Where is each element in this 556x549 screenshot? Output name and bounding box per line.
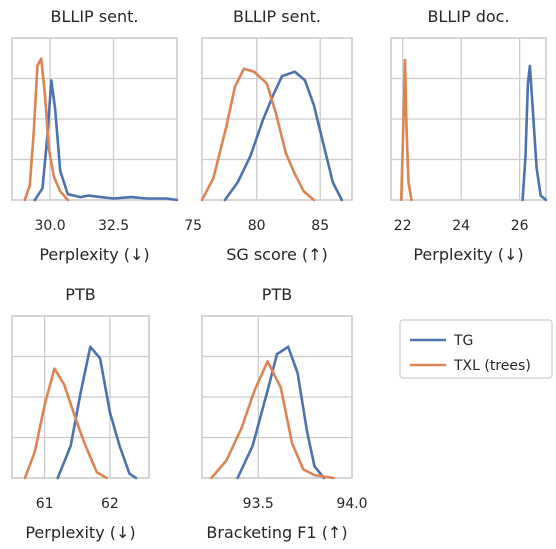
density-curve-txl: [23, 57, 70, 202]
panel-3: 22 24 26 BLLIP doc. Perplexity (↓): [390, 7, 548, 264]
axes-frame: [11, 37, 178, 201]
panel-title: BLLIP sent.: [233, 7, 321, 26]
axes-frame: [201, 315, 353, 479]
axes-frame: [201, 37, 353, 201]
density-curve-tg: [236, 345, 326, 480]
axes-frame: [390, 37, 547, 201]
legend-label-txl: TXL (trees): [453, 358, 531, 374]
panel-5: 93.5 94.0 PTB Bracketing F1 (↑): [201, 285, 368, 542]
density-curve-txl: [23, 367, 108, 480]
x-axis-label: Perplexity (↓): [413, 245, 523, 264]
x-axis-label: Perplexity (↓): [25, 523, 135, 542]
density-curve-txl: [200, 67, 316, 202]
legend-label-tg: TG: [453, 333, 473, 349]
x-tick-label: 80: [248, 218, 266, 234]
x-axis-label: Perplexity (↓): [39, 245, 149, 264]
panel-1: 30.0 32.5 BLLIP sent. Perplexity (↓): [11, 7, 179, 264]
x-tick-label: 85: [311, 218, 329, 234]
x-axis-label: Bracketing F1 (↑): [206, 523, 347, 542]
x-tick-label: 94.0: [336, 496, 367, 512]
density-curve-txl: [399, 58, 413, 202]
x-axis-label: SG score (↑): [226, 245, 328, 264]
axes-frame: [11, 315, 150, 479]
x-tick-label: 24: [452, 218, 470, 234]
x-tick-label: 62: [101, 496, 119, 512]
x-tick-label: 75: [184, 218, 202, 234]
density-curve-tg: [56, 345, 138, 480]
density-curve-tg: [223, 70, 344, 202]
panel-2: 75 80 85 BLLIP sent. SG score (↑): [184, 7, 353, 264]
x-tick-label: 26: [511, 218, 529, 234]
x-tick-label: 30.0: [34, 218, 65, 234]
panel-title: PTB: [65, 285, 95, 304]
density-curve-txl: [210, 360, 335, 480]
panel-title: PTB: [262, 285, 292, 304]
x-tick-label: 93.5: [243, 496, 274, 512]
panels: 30.0 32.5 BLLIP sent. Perplexity (↓) 75 80 85 B…: [11, 7, 548, 542]
legend: TG TXL (trees): [399, 319, 553, 379]
panel-title: BLLIP sent.: [51, 7, 139, 26]
panel-4: 61 62 PTB Perplexity (↓): [11, 285, 150, 542]
density-curve-tg: [521, 64, 548, 202]
x-tick-label: 61: [36, 496, 54, 512]
legend-frame: [399, 319, 553, 379]
panel-title: BLLIP doc.: [427, 7, 509, 26]
density-curve-tg: [33, 79, 179, 202]
x-tick-label: 32.5: [98, 218, 129, 234]
x-tick-label: 22: [394, 218, 412, 234]
